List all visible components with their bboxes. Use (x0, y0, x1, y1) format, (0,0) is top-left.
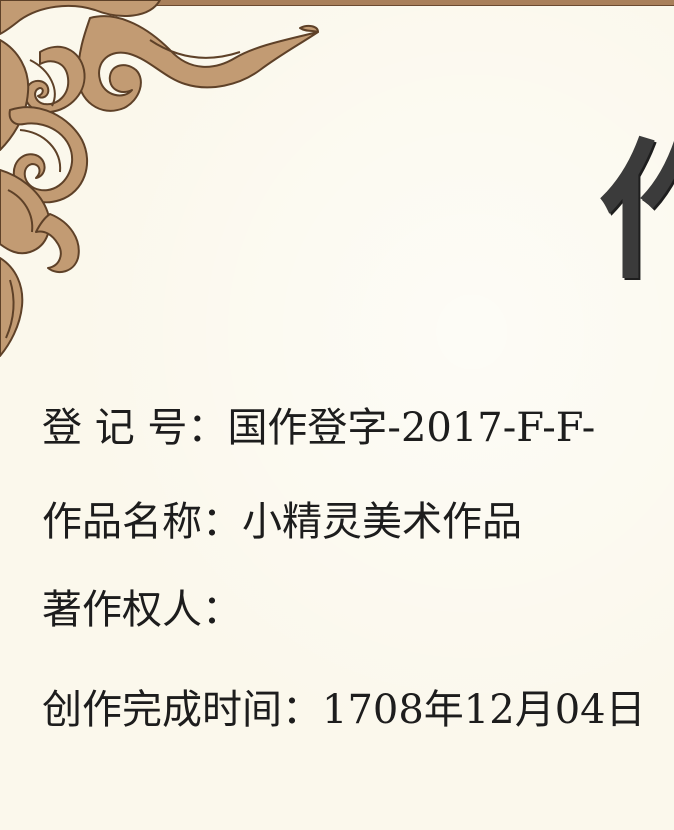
work-title-label: 作品名称： (42, 499, 242, 545)
corner-ornament-icon (0, 0, 319, 357)
completion-date-label: 创作完成时间： (42, 687, 322, 733)
registration-number-label: 登 记 号： (42, 405, 228, 451)
copyright-owner-field: 著作权人： (42, 586, 242, 634)
top-border-decoration (150, 0, 674, 6)
registration-number-value: 国作登字-2017-F-F- (227, 405, 596, 451)
work-title-field: 作品名称：小精灵美术作品 (42, 498, 522, 546)
work-title-value: 小精灵美术作品 (242, 499, 522, 545)
completion-date-field: 创作完成时间：1708年12月04日 (42, 686, 646, 734)
registration-number-field: 登 记 号：国作登字-2017-F-F- (42, 404, 595, 452)
completion-date-value: 1708年12月04日 (322, 687, 646, 733)
certificate-title-fragment: 作 (598, 126, 674, 300)
copyright-owner-label: 著作权人： (42, 587, 242, 633)
